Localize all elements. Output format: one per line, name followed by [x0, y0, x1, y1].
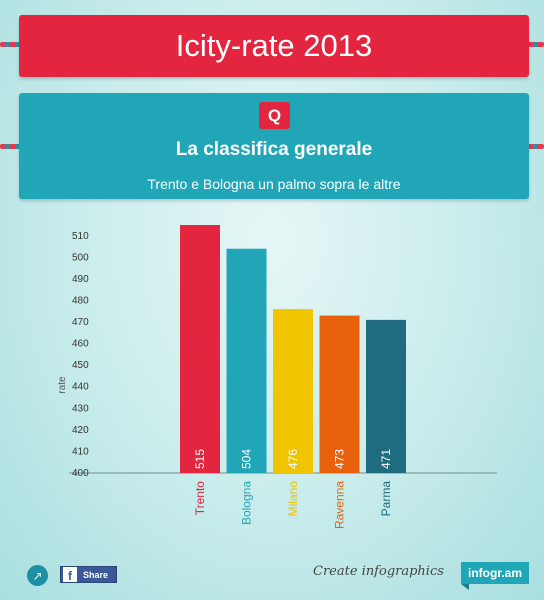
create-infographics-link[interactable]: Create infographics: [313, 564, 444, 579]
bar-ravenna: [319, 315, 360, 473]
y-axis-label: rate: [57, 376, 68, 394]
facebook-share-button[interactable]: f Share: [60, 566, 117, 583]
data-label: 471: [379, 449, 393, 469]
bar-milano: [273, 309, 313, 473]
x-tick-label: Parma: [379, 481, 393, 517]
title-banner: Icity-rate 2013: [19, 15, 529, 77]
page-title: Icity-rate 2013: [175, 28, 373, 63]
x-tick-label: Milano: [286, 481, 300, 517]
bar-bologna: [226, 248, 267, 473]
infogram-badge[interactable]: infogr.am: [461, 562, 529, 584]
share-arrow-icon[interactable]: ↗: [27, 565, 48, 586]
data-label: 473: [333, 449, 347, 469]
info-banner: Q La classifica generale Trento e Bologn…: [19, 93, 529, 199]
x-tick-label: Trento: [193, 481, 207, 516]
y-tick-label: 400: [72, 468, 89, 479]
rope-right-top: [518, 42, 544, 47]
y-tick-label: 490: [72, 274, 89, 285]
x-tick-label: Ravenna: [333, 481, 347, 529]
bar-chart: 400 410 420 430 440 450 460 470 480 490 500 510 rate…: [57, 225, 497, 529]
y-tick-label: 510: [72, 231, 89, 242]
y-tick-label: 420: [72, 425, 89, 436]
y-tick-label: 480: [72, 295, 89, 306]
y-tick-label: 500: [72, 252, 89, 263]
data-label: 476: [286, 449, 300, 469]
rope-left-top: [0, 42, 30, 47]
y-tick-label: 470: [72, 317, 89, 328]
data-label: 504: [240, 449, 254, 469]
x-tick-label: Bologna: [240, 481, 254, 525]
facebook-icon: f: [63, 567, 77, 582]
y-tick-label: 450: [72, 360, 89, 371]
y-tick-label: 410: [72, 446, 89, 457]
chart-description: Trento e Bologna un palmo sopra le altre: [147, 176, 401, 192]
q-badge: Q: [259, 102, 290, 129]
share-label: Share: [83, 569, 109, 580]
infogram-badge-fold: [461, 584, 469, 590]
y-tick-label: 430: [72, 403, 89, 414]
chart-subtitle: La classifica generale: [175, 139, 373, 160]
bar-trento: [180, 225, 220, 473]
bar-parma: [366, 319, 406, 473]
y-tick-label: 440: [72, 382, 89, 393]
rope-right-bottom: [518, 144, 544, 149]
y-tick-label: 460: [72, 339, 89, 350]
data-label: 515: [193, 449, 207, 469]
rope-left-bottom: [0, 144, 30, 149]
